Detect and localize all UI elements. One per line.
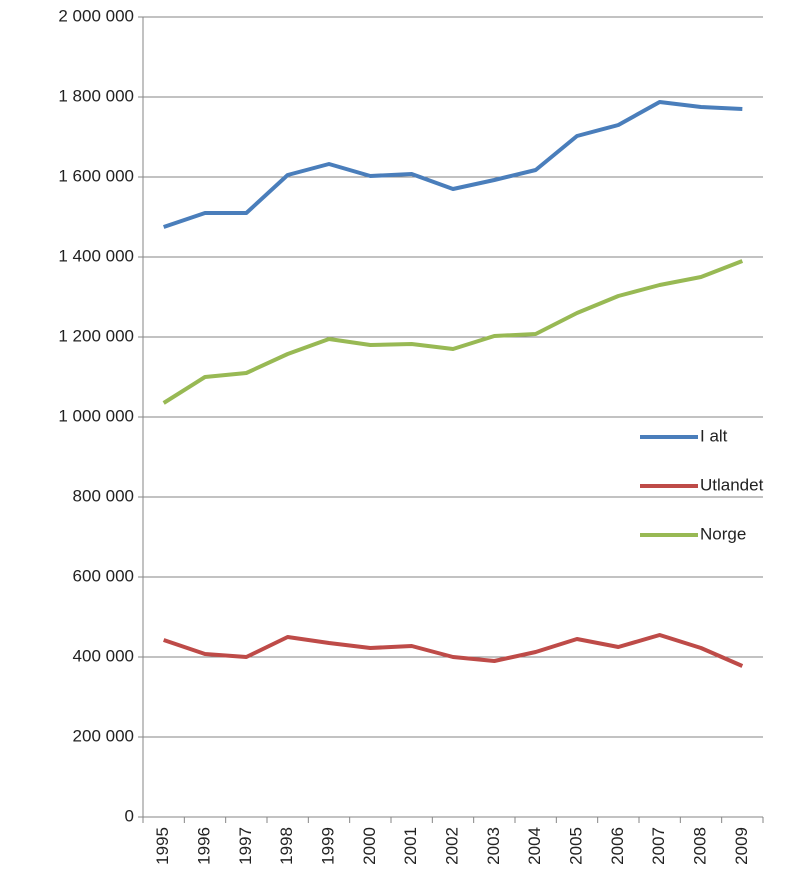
- legend-label: I alt: [700, 426, 728, 445]
- y-tick-label: 1 200 000: [58, 326, 134, 345]
- x-tick-label: 1995: [153, 827, 172, 865]
- y-tick-label: 1 400 000: [58, 246, 134, 265]
- x-tick-label: 2005: [566, 827, 585, 865]
- x-tick-label: 2004: [525, 827, 544, 865]
- x-tick-label: 2000: [360, 827, 379, 865]
- y-tick-label: 1 600 000: [58, 166, 134, 185]
- x-tick-label: 1998: [277, 827, 296, 865]
- y-tick-label: 600 000: [73, 566, 134, 585]
- series-line: [163, 100, 743, 229]
- x-tick-label: 1996: [194, 827, 213, 865]
- series-line: [162, 259, 744, 405]
- series-line: [163, 633, 744, 668]
- y-tick-label: 1 000 000: [58, 406, 134, 425]
- x-tick-label: 2003: [484, 827, 503, 865]
- y-tick-label: 800 000: [73, 486, 134, 505]
- x-tick-label: 2002: [442, 827, 461, 865]
- x-tick-label: 2008: [690, 827, 709, 865]
- x-tick-label: 2007: [649, 827, 668, 865]
- legend-label: Utlandet: [700, 475, 764, 494]
- x-tick-label: 1999: [318, 827, 337, 865]
- x-tick-label: 2006: [608, 827, 627, 865]
- y-tick-label: 0: [125, 806, 134, 825]
- x-tick-label: 2009: [732, 827, 751, 865]
- y-tick-label: 200 000: [73, 726, 134, 745]
- x-tick-label: 1997: [236, 827, 255, 865]
- y-tick-label: 2 000 000: [58, 6, 134, 25]
- y-tick-label: 1 800 000: [58, 86, 134, 105]
- x-tick-label: 2001: [401, 827, 420, 865]
- y-tick-label: 400 000: [73, 646, 134, 665]
- legend-label: Norge: [700, 524, 746, 543]
